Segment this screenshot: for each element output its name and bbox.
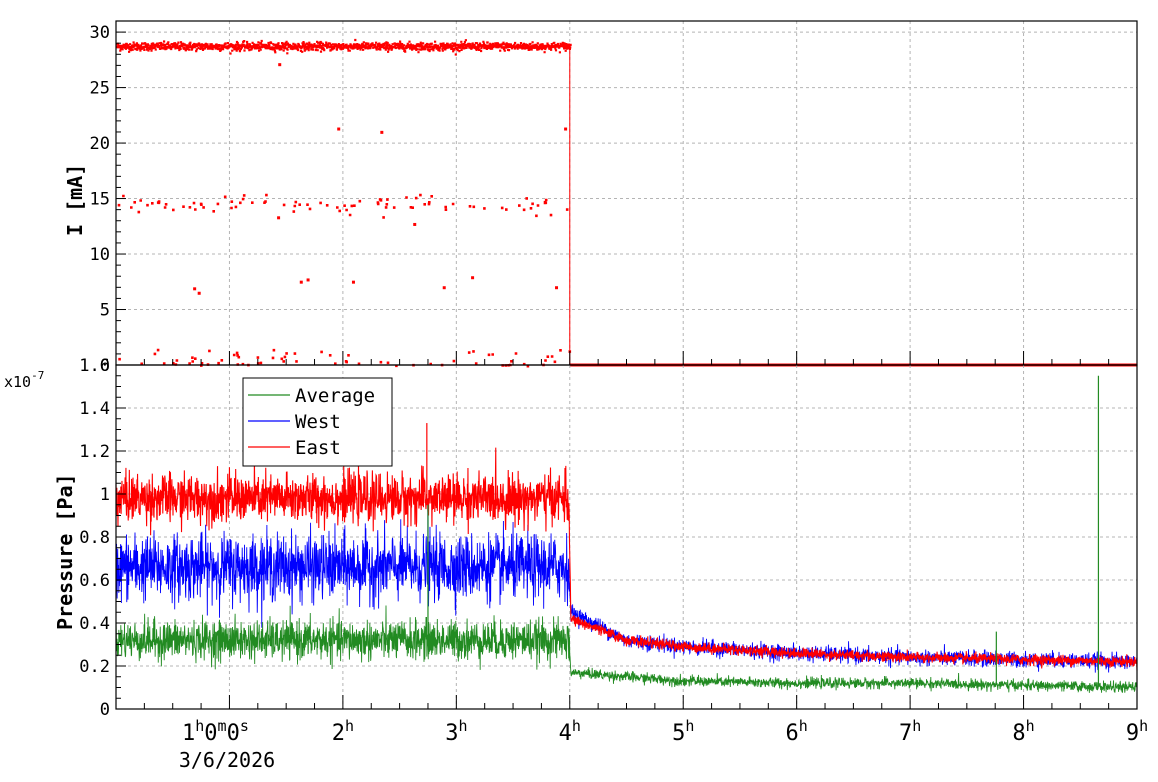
current-outlier-point: [442, 286, 446, 290]
y-tick-label: 15: [90, 190, 110, 210]
tick-unit: h: [912, 717, 921, 735]
series-line-east: [115, 447, 1138, 671]
current-outlier-point: [278, 63, 282, 67]
current-points-high: [116, 38, 572, 56]
current-outlier-point: [277, 216, 281, 220]
exponent-base: x10: [4, 373, 31, 391]
y-tick-label: 1: [100, 485, 110, 505]
x-tick-label: 4h: [559, 717, 581, 746]
current-series: [116, 38, 1137, 368]
top-y-axis-label: I [mA]: [63, 164, 87, 236]
series-line-average: [115, 605, 1138, 693]
y-tick-label: 0.2: [79, 657, 110, 677]
y-tick-label: 25: [90, 79, 110, 99]
tick-number: 4: [559, 721, 572, 746]
tick-number: 5: [672, 721, 685, 746]
tick-unit: s: [240, 717, 249, 735]
legend-label-west: West: [295, 411, 341, 433]
tick-number: 0: [204, 721, 217, 746]
tick-unit: h: [1026, 717, 1035, 735]
legend: Average West East: [242, 377, 393, 467]
y-exponent-label: x10-7: [4, 369, 44, 391]
x-tick-label: 7h: [899, 717, 921, 746]
current-outlier-point: [555, 286, 559, 290]
current-outlier-point: [380, 130, 384, 134]
bottom-y-axis: 0 0.2 0.4 0.6 0.8 1 1.2 1.4 1.6: [79, 356, 126, 720]
y-tick-label: 20: [90, 134, 110, 154]
current-outlier-point: [299, 280, 303, 284]
top-x-ticks: [115, 351, 1138, 365]
x-tick-label: 2h: [332, 717, 354, 746]
current-outlier-point: [564, 127, 568, 131]
top-frame: [115, 20, 1138, 366]
y-tick-label: 10: [90, 245, 110, 265]
x-tick-label: 3h: [445, 717, 467, 746]
y-tick-label: 0: [100, 356, 110, 376]
x-tick-label: 8h: [1012, 717, 1034, 746]
bottom-panel: 00.20.40.60.811.21.41.6 1h0m0s 2h 3h 4h 5h 6h…: [4, 356, 1148, 772]
tick-number: 2: [332, 721, 345, 746]
y-tick-label: 0.6: [79, 571, 110, 591]
pressure-series: [115, 375, 1138, 693]
current-outlier-point: [306, 278, 310, 282]
tick-unit: h: [458, 717, 467, 735]
tick-number: 1: [182, 721, 195, 746]
tick-number: 7: [899, 721, 912, 746]
x-tick-label: 1h0m0s: [182, 717, 249, 746]
top-panel: 0 5 10 15 20 25 30 I [mA]: [63, 20, 1138, 376]
tick-number: 9: [1126, 721, 1139, 746]
legend-label-east: East: [295, 437, 341, 459]
current-outlier-point: [413, 222, 417, 226]
y-tick-label: 1.6: [79, 356, 110, 376]
tick-unit: h: [345, 717, 354, 735]
tick-unit: h: [195, 717, 204, 735]
tick-number: 6: [786, 721, 799, 746]
tick-number: 8: [1012, 721, 1025, 746]
current-outlier-point: [471, 276, 475, 280]
bottom-y-axis-label: Pressure [Pa]: [53, 473, 77, 630]
top-grid: [116, 21, 1137, 365]
tick-unit: h: [572, 717, 581, 735]
legend-box: [242, 377, 393, 467]
bottom-x-axis: 1h0m0s 2h 3h 4h 5h 6h 7h 8h 9h: [115, 695, 1148, 746]
x-tick-label: 6h: [786, 717, 808, 746]
y-tick-label: 1.4: [79, 399, 110, 419]
tick-number: 3: [445, 721, 458, 746]
y-tick-label: 0: [100, 700, 110, 720]
y-tick-label: 30: [90, 23, 110, 43]
current-outlier-point: [337, 127, 341, 131]
y-tick-label: 1.2: [79, 442, 110, 462]
current-outlier-point: [351, 280, 355, 284]
y-tick-label: 0.4: [79, 614, 110, 634]
tick-unit: h: [799, 717, 808, 735]
tick-unit: m: [218, 717, 227, 735]
series-line-west: [115, 519, 1138, 673]
tick-unit: h: [685, 717, 694, 735]
top-y-axis: 0 5 10 15 20 25 30: [90, 20, 126, 376]
legend-label-average: Average: [295, 385, 375, 407]
tick-number: 0: [227, 721, 240, 746]
y-tick-label: 5: [100, 301, 110, 321]
x-tick-label: 9h: [1126, 717, 1148, 746]
current-outlier-point: [197, 291, 201, 295]
x-tick-label: 5h: [672, 717, 694, 746]
y-tick-label: 0.8: [79, 528, 110, 548]
exponent-power: -7: [31, 369, 44, 382]
date-label: 3/6/2026: [179, 748, 275, 772]
current-outlier-point: [193, 287, 197, 291]
tick-unit: h: [1139, 717, 1148, 735]
